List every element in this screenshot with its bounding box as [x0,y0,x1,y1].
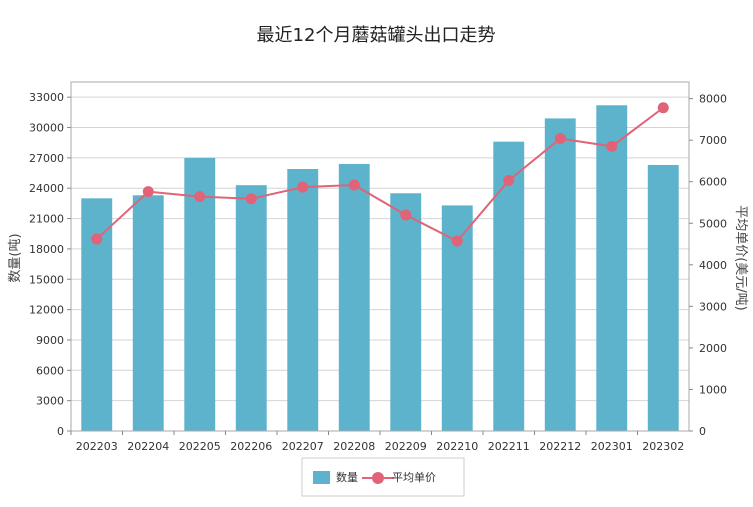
bar-202301 [596,105,628,432]
left-axis-label: 数量(吨) [8,233,23,282]
bar-series-quantity [81,105,679,432]
right-tick-label: 4000 [699,259,727,272]
right-tick-label: 8000 [699,93,727,106]
left-tick-label: 30000 [29,122,64,135]
legend: 数量 平均单价 [301,457,465,497]
chart-title: 最近12个月蘑菇罐头出口走势 [257,25,496,46]
bar-202212 [544,118,576,431]
x-axis-ticks: 202203 202204 202205 202206 202207 202208 2022… [70,431,684,453]
point-202203 [91,233,103,245]
point-202207 [297,181,309,193]
x-tick-label: 202206 [230,440,272,453]
bar-202206 [235,185,267,431]
x-tick-label: 202302 [642,440,684,453]
left-tick-label: 27000 [29,152,64,165]
right-tick-label: 0 [699,425,706,438]
right-tick-label: 5000 [699,217,727,230]
right-tick-label: 2000 [699,342,727,355]
x-tick-label: 202212 [539,440,581,453]
bar-202209 [390,193,422,431]
point-202208 [348,179,360,191]
point-202209 [400,209,412,221]
legend-marker-avg-price [372,472,384,484]
x-tick-label: 202208 [333,440,375,453]
x-tick-label: 202203 [76,440,118,453]
x-tick-label: 202301 [591,440,633,453]
x-tick-label: 202209 [385,440,427,453]
legend-label-avg-price: 平均单价 [392,471,436,484]
point-202210 [451,235,463,247]
legend-label-quantity: 数量 [336,471,358,484]
right-tick-label: 3000 [699,300,727,313]
left-tick-label: 21000 [29,213,64,226]
bar-202211 [493,141,525,431]
point-202206 [245,193,257,205]
left-tick-label: 24000 [29,182,64,195]
left-tick-label: 33000 [29,91,64,104]
left-tick-label: 3000 [36,395,64,408]
line-series-avg-price [91,102,669,247]
left-tick-label: 12000 [29,304,64,317]
x-tick-label: 202210 [436,440,478,453]
bar-202208 [338,163,370,431]
bar-202207 [287,168,319,431]
bar-202203 [81,198,113,431]
left-tick-label: 18000 [29,243,64,256]
right-tick-label: 1000 [699,383,727,396]
point-202204 [142,186,154,198]
bar-202204 [132,195,164,431]
x-tick-label: 202207 [282,440,324,453]
bar-202302 [647,164,679,431]
left-tick-label: 0 [57,425,64,438]
left-tick-label: 15000 [29,273,64,286]
bar-202205 [184,157,216,431]
right-axis-ticks: 0 1000 2000 3000 4000 5000 6000 7000 8000 [689,93,727,438]
avg-price-line [96,106,664,243]
x-tick-label: 202205 [179,440,221,453]
point-202302 [657,102,669,114]
x-tick-label: 202204 [127,440,169,453]
point-202301 [606,140,618,152]
right-tick-label: 6000 [699,176,727,189]
point-202211 [503,174,515,186]
left-axis-ticks: 0 3000 6000 9000 12000 15000 18000 21000 24000 27… [29,91,71,438]
right-axis-label: 平均单价(美元/吨) [733,205,748,311]
right-tick-label: 7000 [699,134,727,147]
legend-swatch-quantity [313,471,330,484]
x-tick-label: 202211 [488,440,530,453]
left-tick-label: 6000 [36,364,64,377]
point-202212 [554,133,566,145]
left-tick-label: 9000 [36,334,64,347]
point-202205 [194,191,206,203]
gridlines [71,96,689,432]
